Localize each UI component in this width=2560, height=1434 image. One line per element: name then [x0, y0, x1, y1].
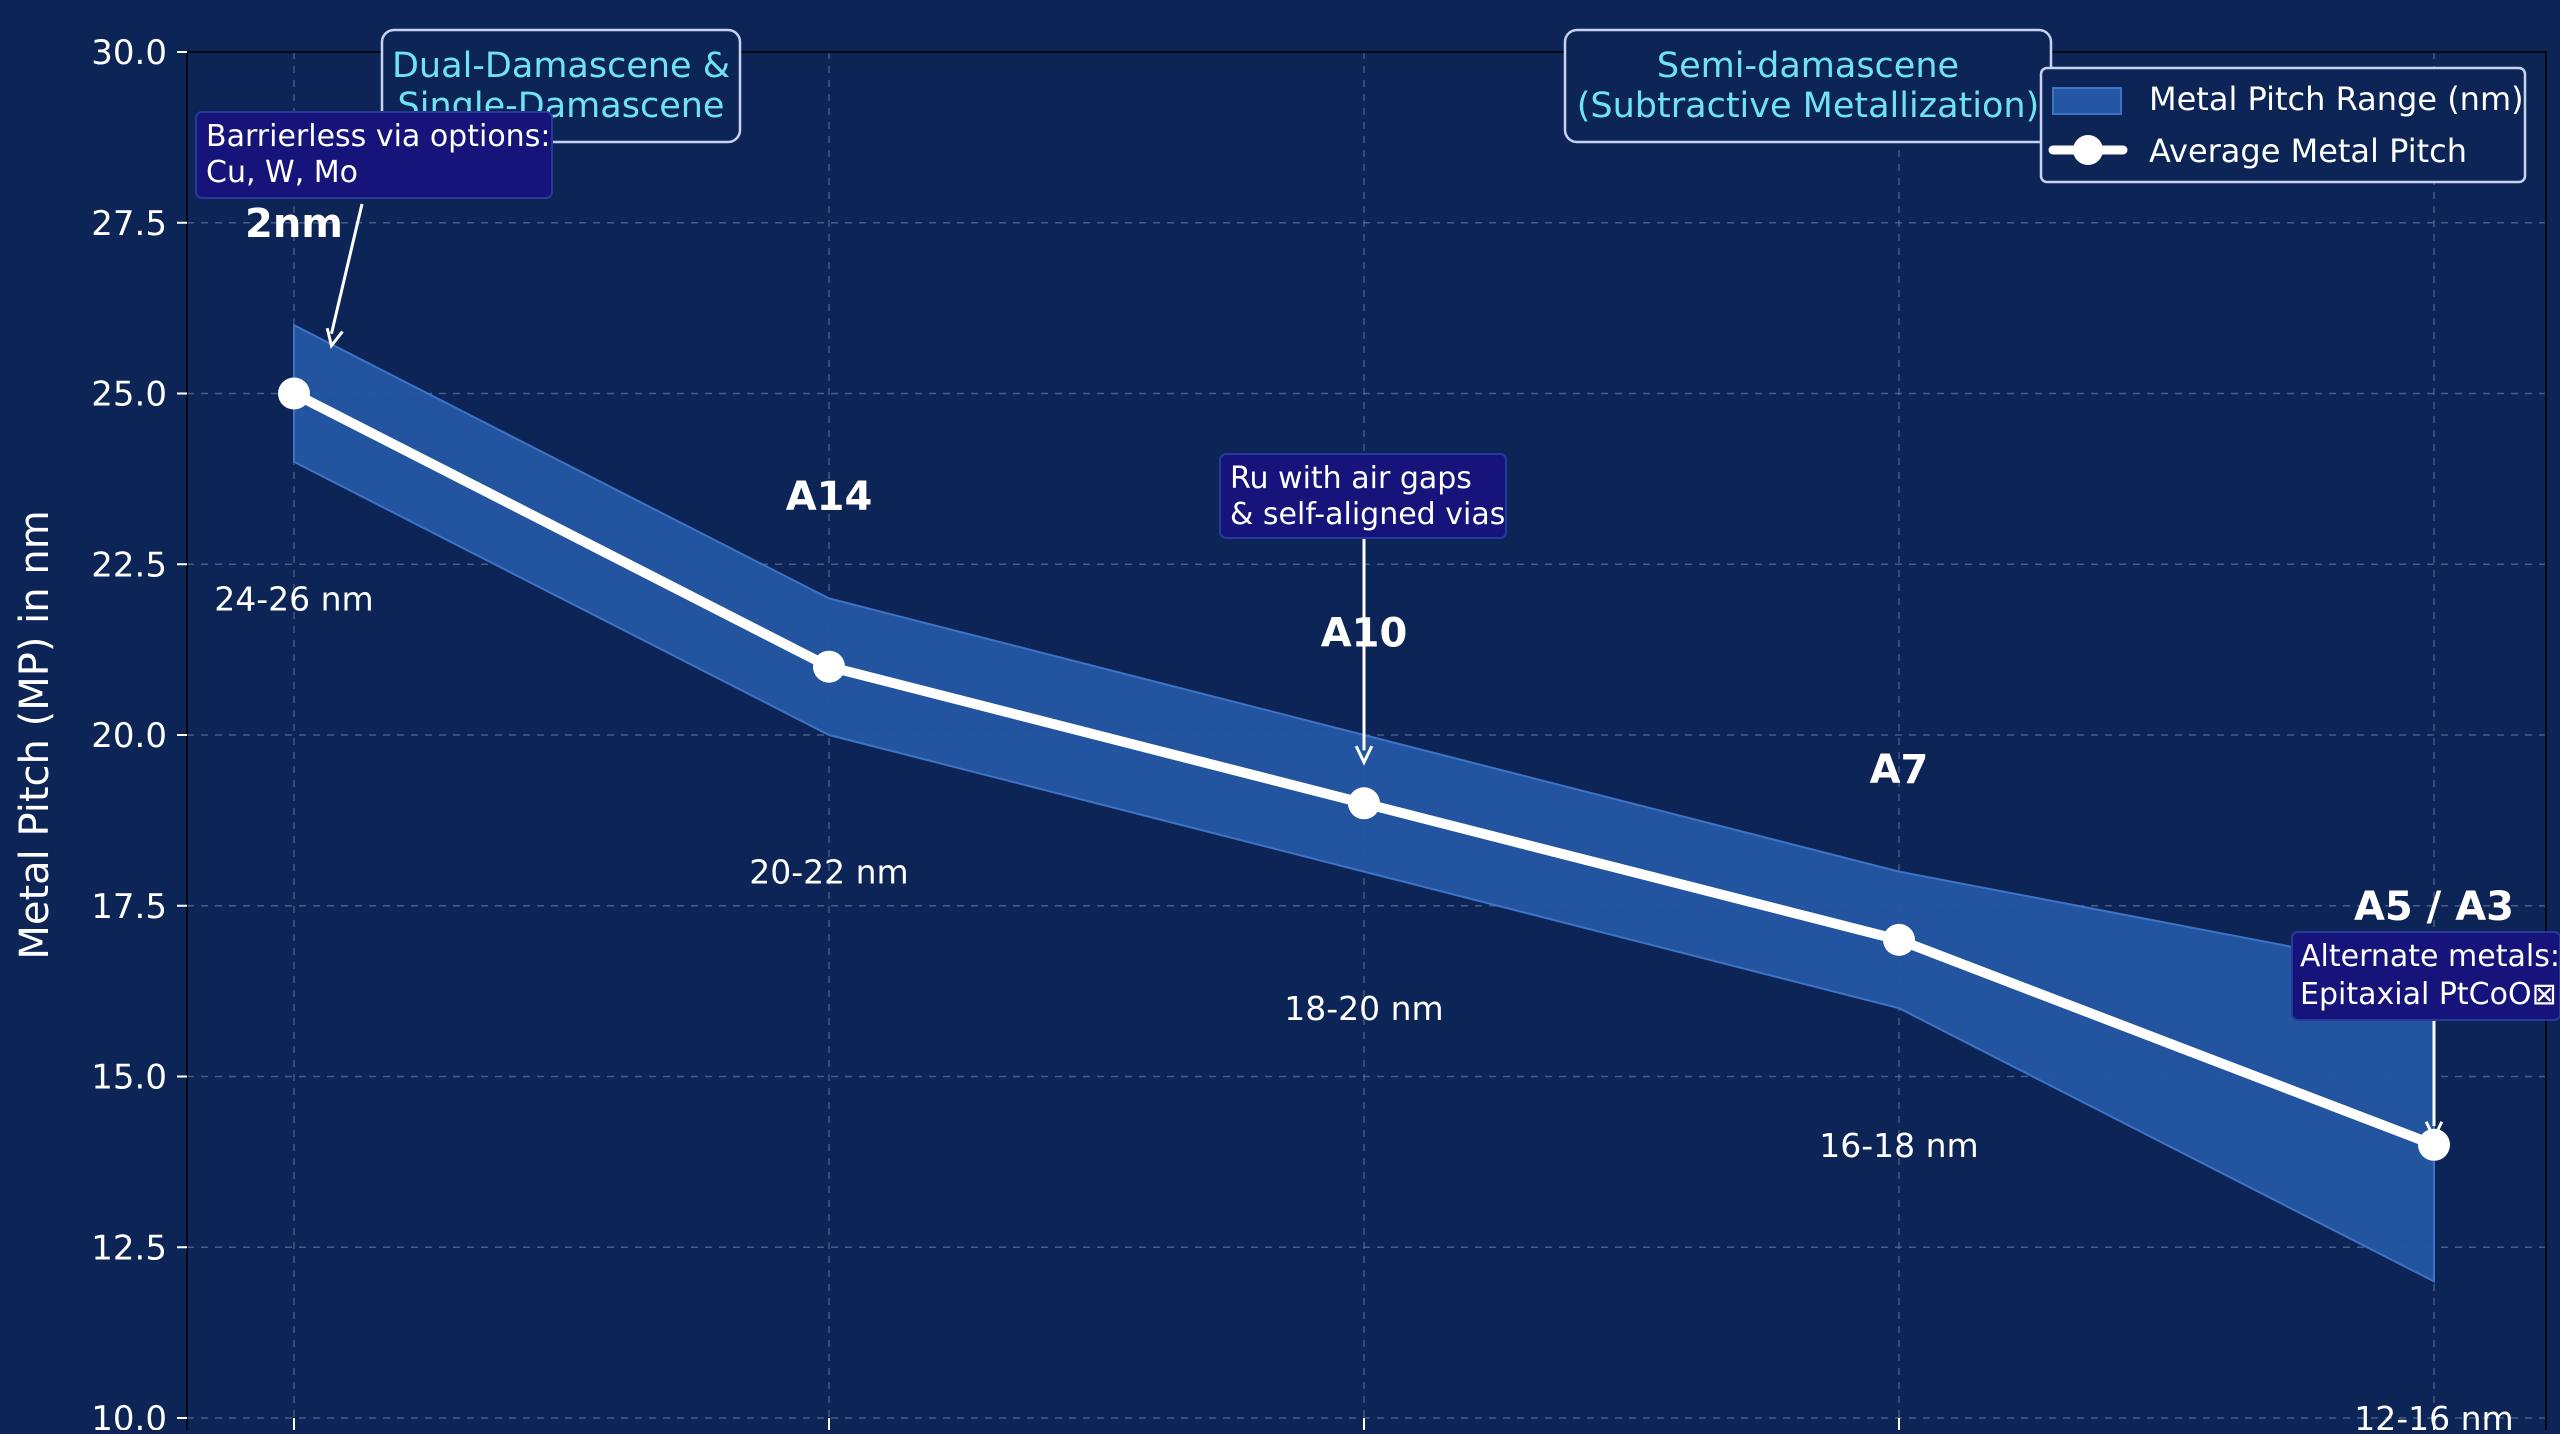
legend-box	[2039, 66, 2527, 184]
annotations: Dual-Damascene &Single-DamasceneSemi-dam…	[195, 28, 2560, 1142]
legend-swatch-band	[2052, 87, 2122, 115]
y-tick-label: 10.0	[91, 1399, 167, 1430]
node-label: A5 / A3	[2354, 884, 2514, 930]
callout-alternate-text: Epitaxial PtCoO⊠	[2300, 977, 2557, 1012]
y-tick-label: 22.5	[91, 545, 167, 585]
callout-barrierless-text: Cu, W, Mo	[206, 155, 358, 190]
process-box-semi-text: (Subtractive Metallization)	[1577, 86, 2040, 126]
legend: Metal Pitch Range (nm) Average Metal Pitc…	[2039, 66, 2527, 184]
average-point	[1883, 923, 1915, 956]
average-point	[1348, 787, 1380, 820]
callout-barrierless-box	[195, 111, 553, 199]
node-label: A7	[1870, 747, 1929, 793]
callout-alternate-box	[2291, 931, 2560, 1021]
y-axis-label: Metal Pitch (MP) in nm	[12, 510, 58, 959]
y-tick-label: 20.0	[91, 716, 167, 756]
legend-swatch-marker	[2073, 135, 2103, 165]
range-label: 18-20 nm	[1284, 989, 1443, 1028]
node-label: 2nm	[245, 201, 343, 247]
node-label: A14	[786, 474, 873, 520]
y-tick-label: 15.0	[91, 1058, 167, 1098]
process-box-dual-text: Dual-Damascene &	[392, 46, 730, 86]
callout-ru-text: Ru with air gaps	[1230, 461, 1472, 496]
range-label: 20-22 nm	[749, 853, 908, 892]
average-point	[813, 650, 845, 683]
range-label: 24-26 nm	[214, 579, 373, 618]
callout-ru-text: & self-aligned vias	[1230, 497, 1505, 532]
callout-ru-box	[1219, 453, 1507, 539]
average-line	[278, 377, 2450, 1161]
range-label: 16-18 nm	[1819, 1126, 1978, 1165]
plot-frame	[186, 51, 2547, 1434]
process-box-semi-text: Semi-damascene	[1657, 46, 1959, 86]
arrow-head	[2424, 1121, 2444, 1142]
y-tick-label: 27.5	[91, 204, 167, 244]
range-label: 12-16 nm	[2354, 1399, 2513, 1430]
legend-label-band: Metal Pitch Range (nm)	[2149, 80, 2524, 118]
callout-alternate-text: Alternate metals:	[2300, 939, 2560, 974]
average-point	[2418, 1128, 2450, 1161]
average-point	[278, 377, 310, 410]
y-tick-label: 30.0	[91, 33, 167, 73]
y-tick-label: 17.5	[91, 887, 167, 927]
annotation-arrow	[329, 203, 364, 335]
legend-label-line: Average Metal Pitch	[2149, 132, 2467, 170]
callout-barrierless-text: Barrierless via options:	[206, 119, 550, 154]
arrow-head	[1354, 745, 1374, 766]
arrow-head	[325, 327, 344, 350]
y-tick-label: 25.0	[91, 375, 167, 415]
axes: 10.0 12.5 15.0 17.5 20.0 22.5 25.0 27.5 30.0 Meta…	[12, 33, 2547, 1434]
y-tick-label: 12.5	[91, 1228, 167, 1268]
